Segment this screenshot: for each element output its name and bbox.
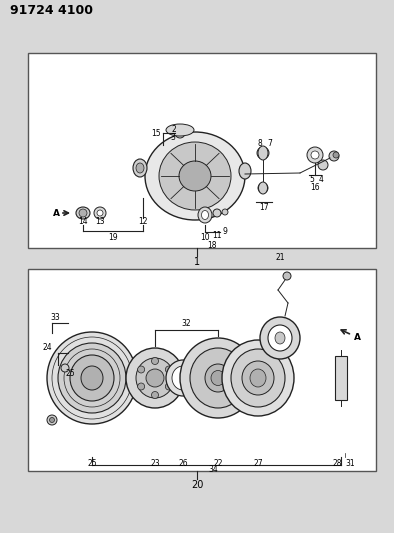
- Text: 19: 19: [108, 232, 118, 241]
- Bar: [28, 269, 376, 471]
- Text: 25: 25: [65, 368, 75, 377]
- Text: 7: 7: [268, 139, 272, 148]
- Circle shape: [152, 392, 158, 399]
- Ellipse shape: [258, 182, 268, 194]
- Text: 24: 24: [43, 343, 52, 352]
- Circle shape: [307, 147, 323, 163]
- Text: 4: 4: [319, 175, 323, 184]
- Ellipse shape: [239, 163, 251, 179]
- Ellipse shape: [231, 349, 285, 407]
- Text: 32: 32: [181, 319, 191, 328]
- Circle shape: [180, 131, 186, 135]
- Text: 27: 27: [253, 458, 263, 467]
- Ellipse shape: [166, 360, 200, 396]
- Text: 13: 13: [95, 217, 105, 227]
- Text: 34: 34: [208, 464, 218, 473]
- Ellipse shape: [81, 366, 103, 390]
- Ellipse shape: [58, 343, 126, 413]
- Text: 21: 21: [275, 254, 285, 262]
- Bar: [335, 356, 347, 400]
- Text: 9: 9: [223, 228, 227, 237]
- Circle shape: [333, 152, 339, 158]
- Text: 31: 31: [345, 458, 355, 467]
- Text: 28: 28: [332, 458, 342, 467]
- Ellipse shape: [47, 332, 137, 424]
- Circle shape: [97, 210, 103, 216]
- Ellipse shape: [133, 159, 147, 177]
- Bar: [28, 53, 376, 248]
- Text: 20: 20: [191, 480, 203, 490]
- Ellipse shape: [260, 317, 300, 359]
- Circle shape: [165, 383, 172, 390]
- Text: 17: 17: [259, 204, 269, 213]
- Text: 5: 5: [310, 175, 314, 184]
- Ellipse shape: [201, 211, 208, 220]
- Ellipse shape: [172, 366, 194, 390]
- Circle shape: [165, 366, 172, 373]
- Circle shape: [283, 272, 291, 280]
- Text: 25: 25: [87, 458, 97, 467]
- Text: 1: 1: [194, 257, 200, 267]
- Ellipse shape: [190, 348, 246, 408]
- Text: 16: 16: [310, 183, 320, 192]
- Ellipse shape: [79, 209, 87, 217]
- Circle shape: [47, 415, 57, 425]
- Text: 18: 18: [207, 240, 217, 249]
- Text: 3: 3: [171, 133, 175, 142]
- Ellipse shape: [126, 348, 184, 408]
- Ellipse shape: [275, 332, 285, 344]
- Text: 26: 26: [178, 458, 188, 467]
- Ellipse shape: [70, 355, 114, 401]
- Text: A: A: [353, 333, 361, 342]
- Ellipse shape: [180, 338, 256, 418]
- Ellipse shape: [250, 369, 266, 387]
- Circle shape: [152, 358, 158, 365]
- Ellipse shape: [211, 370, 225, 385]
- Ellipse shape: [242, 361, 274, 395]
- Ellipse shape: [268, 325, 292, 351]
- Ellipse shape: [166, 124, 194, 136]
- Text: 2: 2: [172, 125, 177, 134]
- Text: 91724 4100: 91724 4100: [10, 4, 93, 18]
- Circle shape: [258, 183, 268, 193]
- Text: 22: 22: [213, 458, 223, 467]
- Ellipse shape: [198, 207, 212, 223]
- Circle shape: [318, 160, 328, 170]
- Circle shape: [50, 417, 54, 423]
- Ellipse shape: [76, 207, 90, 219]
- Ellipse shape: [205, 364, 231, 392]
- Circle shape: [213, 209, 221, 217]
- Text: 14: 14: [78, 217, 88, 227]
- Ellipse shape: [258, 146, 268, 160]
- Ellipse shape: [179, 161, 211, 191]
- Circle shape: [329, 151, 339, 161]
- Ellipse shape: [222, 340, 294, 416]
- Circle shape: [311, 151, 319, 159]
- Ellipse shape: [145, 132, 245, 220]
- Ellipse shape: [136, 358, 174, 398]
- Text: 11: 11: [212, 230, 222, 239]
- Circle shape: [146, 369, 164, 387]
- Circle shape: [257, 147, 269, 159]
- Text: 23: 23: [150, 458, 160, 467]
- Circle shape: [175, 128, 185, 138]
- Text: 12: 12: [138, 217, 148, 227]
- Circle shape: [94, 207, 106, 219]
- Text: 10: 10: [200, 233, 210, 243]
- Text: 8: 8: [258, 139, 262, 148]
- Circle shape: [61, 364, 69, 372]
- Circle shape: [138, 383, 145, 390]
- Text: 33: 33: [50, 313, 60, 322]
- Text: A: A: [52, 208, 59, 217]
- Ellipse shape: [159, 142, 231, 210]
- Ellipse shape: [136, 163, 144, 173]
- Circle shape: [138, 366, 145, 373]
- Text: 15: 15: [151, 128, 161, 138]
- Circle shape: [222, 209, 228, 215]
